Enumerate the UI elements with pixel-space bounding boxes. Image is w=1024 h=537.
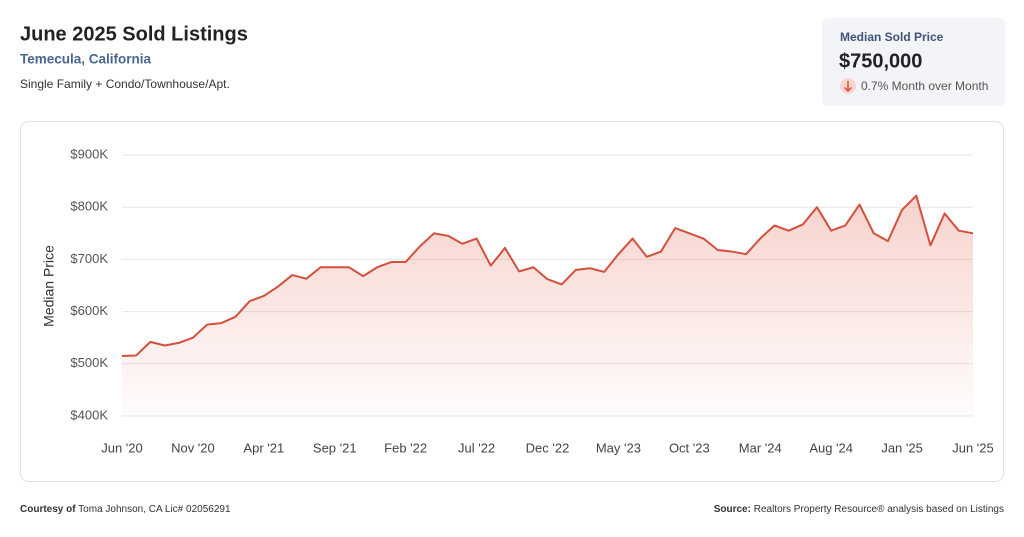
x-tick-label: Dec '22: [526, 440, 570, 455]
x-tick-label: Oct '23: [669, 440, 710, 455]
x-tick-label: Jul '22: [458, 440, 495, 455]
source: Source: Realtors Property Resource® anal…: [714, 504, 1004, 515]
kpi-change: 0.7% Month over Month: [861, 79, 988, 93]
y-axis-label: Median Price: [41, 245, 57, 327]
y-tick-label: $800K: [70, 199, 108, 214]
source-text: Realtors Property Resource® analysis bas…: [754, 504, 1004, 515]
courtesy-label: Courtesy of: [20, 504, 76, 515]
x-tick-label: Jun '20: [101, 440, 143, 455]
x-tick-label: Mar '24: [739, 440, 782, 455]
x-tick-label: Jan '25: [881, 440, 923, 455]
x-tick-label: Nov '20: [171, 440, 215, 455]
x-tick-label: Sep '21: [313, 440, 357, 455]
y-tick-label: $400K: [70, 407, 108, 422]
kpi-card: [822, 18, 1005, 106]
plot: $400K $500K $600K $700K $800K $900K Jun '20 Nov…: [70, 146, 993, 455]
courtesy-text: Toma Johnson, CA Lic# 02056291: [78, 504, 231, 515]
x-tick-label: Aug '24: [809, 440, 853, 455]
down-arrow: [843, 81, 853, 93]
y-tick-label: $500K: [70, 355, 108, 370]
location: Temecula, California: [20, 52, 152, 67]
courtesy: Courtesy of Toma Johnson, CA Lic# 020562…: [20, 504, 231, 515]
line: [121, 194, 974, 357]
x-tick-label: Apr '21: [243, 440, 284, 455]
title: June 2025 Sold Listings: [20, 23, 248, 45]
property-types: Single Family + Condo/Townhouse/Apt.: [20, 77, 230, 91]
x-tick-label: May '23: [596, 440, 641, 455]
kpi-label: Median Sold Price: [840, 30, 944, 44]
y-tick-label: $600K: [70, 303, 108, 318]
kpi-value: $750,000: [839, 50, 922, 72]
x-tick-label: Feb '22: [384, 440, 427, 455]
source-label: Source:: [714, 504, 751, 515]
y-tick-label: $900K: [70, 146, 108, 161]
x-tick-label: Jun '25: [952, 440, 994, 455]
y-tick-label: $700K: [70, 251, 108, 266]
area: [122, 195, 973, 416]
